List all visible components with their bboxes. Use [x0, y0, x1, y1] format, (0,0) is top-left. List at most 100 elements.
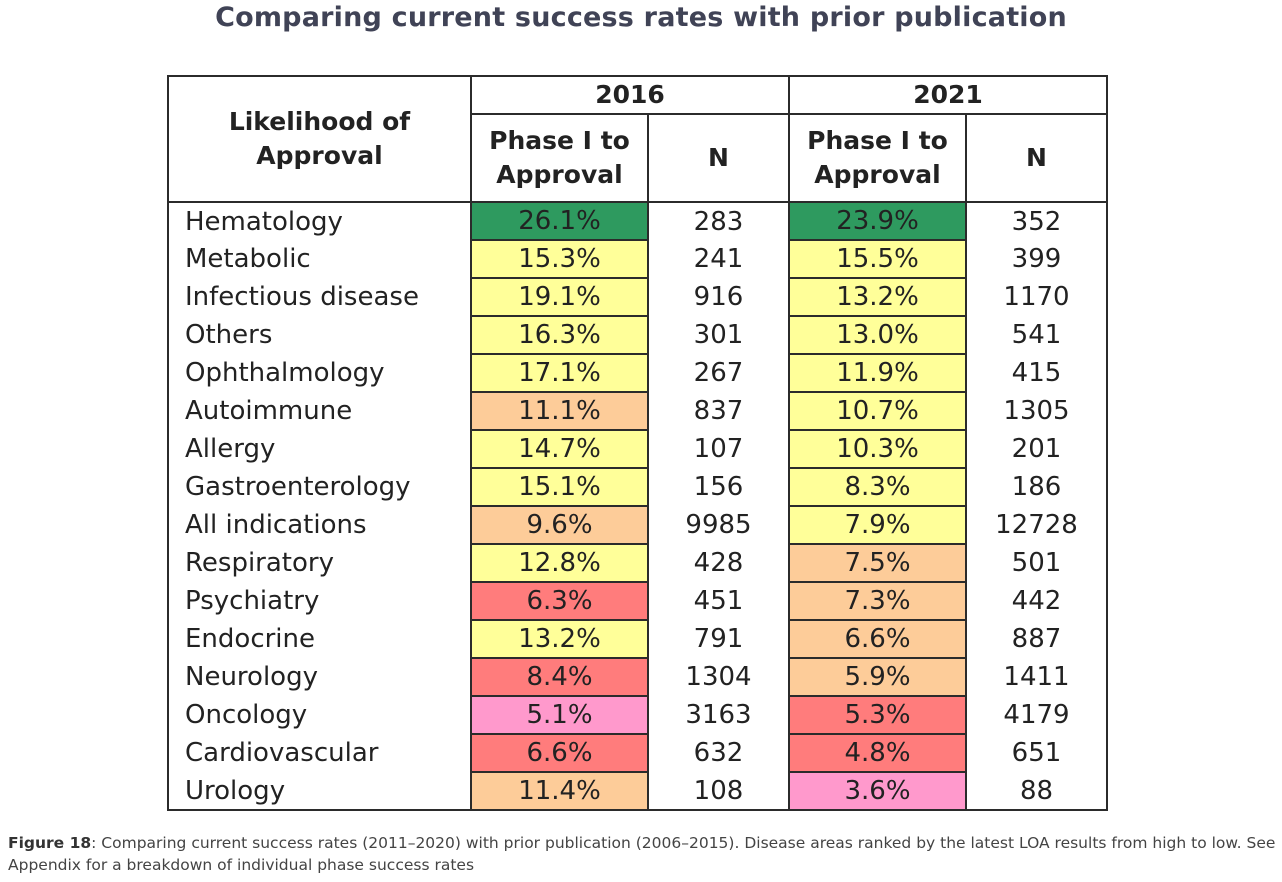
n-2016-cell: 451	[647, 582, 790, 620]
rate-2016-cell: 26.1%	[470, 201, 649, 241]
table-row: Cardiovascular 6.6% 632 4.8% 651	[167, 733, 1108, 773]
disease-area-cell: Cardiovascular	[167, 734, 472, 772]
disease-area-cell: Allergy	[167, 430, 472, 468]
n-2021-cell: 4179	[965, 696, 1108, 734]
rate-2021-cell: 5.3%	[788, 695, 967, 735]
n-2016-cell: 632	[647, 734, 790, 772]
rate-2016-cell: 6.3%	[470, 581, 649, 621]
n-2016-cell: 108	[647, 772, 790, 810]
rate-2021-cell: 5.9%	[788, 657, 967, 697]
rate-2016-cell: 15.3%	[470, 239, 649, 279]
disease-area-cell: Urology	[167, 772, 472, 810]
table-row: Autoimmune 11.1% 837 10.7% 1305	[167, 391, 1108, 431]
n-2016-cell: 916	[647, 278, 790, 316]
page-title: Comparing current success rates with pri…	[215, 2, 1067, 33]
subheader-n-2021: N	[965, 113, 1108, 203]
caption-label: Figure 18	[8, 834, 92, 852]
disease-area-cell: Ophthalmology	[167, 354, 472, 392]
rate-2016-cell: 13.2%	[470, 619, 649, 659]
header-row-years: Likelihood of Approval 2016 2021	[167, 75, 1108, 203]
table-row: Oncology 5.1% 3163 5.3% 4179	[167, 695, 1108, 735]
rate-2016-cell: 17.1%	[470, 353, 649, 393]
rate-2021-cell: 3.6%	[788, 771, 967, 811]
table-row: Neurology 8.4% 1304 5.9% 1411	[167, 657, 1108, 697]
table-row: Hematology 26.1% 283 23.9% 352	[167, 201, 1108, 241]
rate-2016-cell: 14.7%	[470, 429, 649, 469]
n-2021-cell: 541	[965, 316, 1108, 354]
n-2016-cell: 1304	[647, 658, 790, 696]
n-2021-cell: 201	[965, 430, 1108, 468]
disease-area-cell: Endocrine	[167, 620, 472, 658]
disease-area-cell: Respiratory	[167, 544, 472, 582]
table-row: Metabolic 15.3% 241 15.5% 399	[167, 239, 1108, 279]
n-2021-cell: 12728	[965, 506, 1108, 544]
rate-2021-cell: 10.3%	[788, 429, 967, 469]
n-2016-cell: 3163	[647, 696, 790, 734]
table-row: Endocrine 13.2% 791 6.6% 887	[167, 619, 1108, 659]
subheader-rate-2021: Phase I to Approval	[788, 113, 967, 203]
rate-2021-cell: 10.7%	[788, 391, 967, 431]
subheader-rate-2016: Phase I to Approval	[470, 113, 649, 203]
table-row: All indications 9.6% 9985 7.9% 12728	[167, 505, 1108, 545]
disease-area-cell: Hematology	[167, 202, 472, 240]
table-row: Allergy 14.7% 107 10.3% 201	[167, 429, 1108, 469]
figure-caption: Figure 18: Comparing current success rat…	[8, 832, 1278, 876]
subheader-n-2016: N	[647, 113, 790, 203]
n-2016-cell: 283	[647, 202, 790, 240]
rate-2021-cell: 13.0%	[788, 315, 967, 355]
n-2016-cell: 107	[647, 430, 790, 468]
rate-2016-cell: 11.4%	[470, 771, 649, 811]
n-2016-cell: 156	[647, 468, 790, 506]
rate-2016-cell: 19.1%	[470, 277, 649, 317]
n-2021-cell: 352	[965, 202, 1108, 240]
table-row: Others 16.3% 301 13.0% 541	[167, 315, 1108, 355]
rate-2016-cell: 5.1%	[470, 695, 649, 735]
rate-2021-cell: 15.5%	[788, 239, 967, 279]
n-2021-cell: 1305	[965, 392, 1108, 430]
n-2021-cell: 501	[965, 544, 1108, 582]
corner-header: Likelihood of Approval	[167, 75, 472, 203]
n-2021-cell: 186	[965, 468, 1108, 506]
rate-2021-cell: 6.6%	[788, 619, 967, 659]
table-row: Ophthalmology 17.1% 267 11.9% 415	[167, 353, 1108, 393]
n-2016-cell: 241	[647, 240, 790, 278]
table-header: Likelihood of Approval 2016 2021 Phase I…	[167, 75, 1108, 203]
n-2016-cell: 301	[647, 316, 790, 354]
rate-2016-cell: 6.6%	[470, 733, 649, 773]
n-2016-cell: 267	[647, 354, 790, 392]
disease-area-cell: Autoimmune	[167, 392, 472, 430]
n-2021-cell: 887	[965, 620, 1108, 658]
rate-2016-cell: 15.1%	[470, 467, 649, 507]
rate-2021-cell: 8.3%	[788, 467, 967, 507]
rate-2016-cell: 9.6%	[470, 505, 649, 545]
n-2021-cell: 1411	[965, 658, 1108, 696]
table-row: Respiratory 12.8% 428 7.5% 501	[167, 543, 1108, 583]
rate-2021-cell: 13.2%	[788, 277, 967, 317]
n-2021-cell: 88	[965, 772, 1108, 810]
table-body: Hematology 26.1% 283 23.9% 352 Metabolic 15.3%…	[167, 201, 1108, 811]
caption-text: : Comparing current success rates (2011–…	[8, 834, 1276, 874]
header-row-subcolumns: Phase I to Approval N Phase I to Approva…	[168, 113, 1108, 203]
disease-area-cell: All indications	[167, 506, 472, 544]
rate-2021-cell: 7.3%	[788, 581, 967, 621]
loa-table: Likelihood of Approval 2016 2021 Phase I…	[167, 75, 1108, 811]
rate-2021-cell: 7.5%	[788, 543, 967, 583]
n-2016-cell: 9985	[647, 506, 790, 544]
rate-2016-cell: 16.3%	[470, 315, 649, 355]
rate-2021-cell: 4.8%	[788, 733, 967, 773]
rate-2016-cell: 8.4%	[470, 657, 649, 697]
n-2021-cell: 442	[965, 582, 1108, 620]
n-2016-cell: 837	[647, 392, 790, 430]
rate-2016-cell: 11.1%	[470, 391, 649, 431]
disease-area-cell: Neurology	[167, 658, 472, 696]
rate-2021-cell: 7.9%	[788, 505, 967, 545]
table-row: Urology 11.4% 108 3.6% 88	[167, 771, 1108, 811]
disease-area-cell: Oncology	[167, 696, 472, 734]
disease-area-cell: Psychiatry	[167, 582, 472, 620]
disease-area-cell: Gastroenterology	[167, 468, 472, 506]
rate-2021-cell: 11.9%	[788, 353, 967, 393]
disease-area-cell: Infectious disease	[167, 278, 472, 316]
rate-2021-cell: 23.9%	[788, 201, 967, 241]
year-header-2016: 2016	[470, 75, 790, 115]
disease-area-cell: Metabolic	[167, 240, 472, 278]
